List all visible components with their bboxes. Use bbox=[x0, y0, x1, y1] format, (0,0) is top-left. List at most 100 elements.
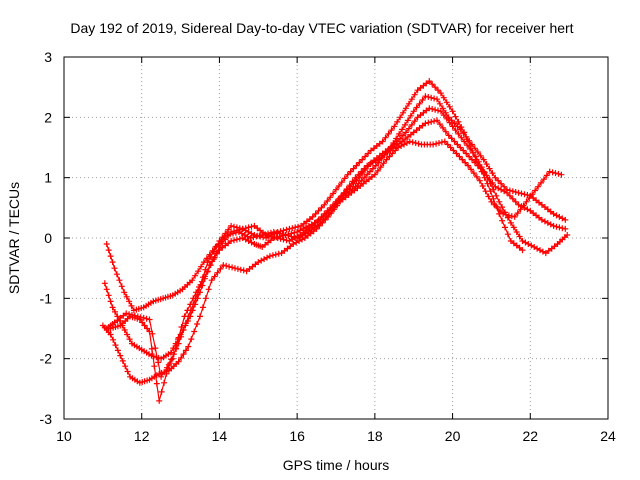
data-point bbox=[409, 139, 416, 146]
data-point bbox=[327, 204, 334, 211]
data-point bbox=[316, 222, 323, 229]
data-point bbox=[442, 128, 449, 135]
data-point bbox=[101, 280, 108, 287]
data-point bbox=[208, 277, 215, 284]
data-point bbox=[222, 230, 229, 237]
data-point bbox=[233, 224, 240, 231]
data-point bbox=[391, 141, 398, 148]
data-point bbox=[455, 118, 462, 125]
data-point bbox=[153, 380, 160, 387]
data-point bbox=[504, 231, 511, 238]
data-point bbox=[555, 170, 562, 177]
data-point bbox=[436, 100, 443, 107]
data-point bbox=[513, 229, 520, 235]
data-point bbox=[430, 141, 437, 148]
series-line bbox=[106, 107, 568, 378]
data-point bbox=[367, 168, 373, 175]
data-point bbox=[274, 229, 281, 235]
data-point bbox=[219, 234, 226, 241]
data-point bbox=[122, 363, 129, 370]
x-tick-label: 20 bbox=[445, 428, 461, 444]
data-point bbox=[468, 166, 474, 173]
data-point bbox=[562, 216, 569, 223]
data-point bbox=[461, 129, 468, 136]
data-point bbox=[438, 139, 445, 146]
data-point bbox=[435, 107, 441, 114]
y-tick-label: 2 bbox=[44, 109, 52, 125]
data-point bbox=[422, 93, 429, 100]
data-point bbox=[425, 94, 432, 100]
data-point bbox=[283, 226, 290, 233]
data-point bbox=[126, 336, 133, 343]
data-point bbox=[464, 136, 471, 143]
series-track-d bbox=[103, 105, 571, 380]
data-point bbox=[148, 345, 155, 352]
data-point bbox=[330, 201, 337, 208]
data-point bbox=[118, 283, 125, 290]
data-point bbox=[452, 127, 459, 134]
data-point bbox=[492, 174, 499, 181]
data-point bbox=[274, 235, 281, 241]
x-axis-label: GPS time / hours bbox=[283, 457, 390, 473]
data-point bbox=[377, 164, 384, 171]
data-series bbox=[99, 78, 571, 404]
y-tick-label: 1 bbox=[44, 170, 52, 186]
data-point bbox=[521, 191, 528, 198]
data-point bbox=[266, 253, 273, 260]
data-point bbox=[362, 167, 369, 174]
data-point bbox=[185, 343, 192, 350]
data-point bbox=[286, 225, 293, 232]
data-point bbox=[113, 271, 120, 278]
data-point bbox=[496, 198, 503, 205]
data-point bbox=[415, 140, 422, 147]
data-point bbox=[117, 352, 124, 359]
data-point bbox=[434, 96, 440, 103]
data-point bbox=[473, 173, 480, 180]
data-point bbox=[432, 84, 439, 91]
data-point bbox=[315, 216, 322, 223]
grid-lines bbox=[64, 57, 608, 419]
data-point bbox=[467, 143, 474, 149]
data-point bbox=[379, 138, 386, 145]
data-point bbox=[443, 115, 450, 122]
data-point bbox=[411, 118, 418, 125]
data-point bbox=[312, 219, 319, 226]
data-point bbox=[520, 202, 527, 209]
data-point bbox=[182, 320, 189, 327]
data-point bbox=[518, 190, 525, 197]
data-point bbox=[143, 315, 150, 322]
data-point bbox=[152, 345, 159, 352]
x-tick-label: 16 bbox=[289, 428, 305, 444]
data-point bbox=[165, 361, 172, 368]
y-tick-label: 0 bbox=[44, 230, 52, 246]
data-point bbox=[452, 113, 459, 120]
data-point bbox=[402, 105, 409, 112]
data-point bbox=[515, 189, 522, 196]
data-point bbox=[509, 195, 516, 202]
data-point bbox=[404, 117, 411, 124]
data-point bbox=[437, 108, 444, 115]
data-point bbox=[203, 255, 210, 262]
data-point bbox=[556, 224, 563, 231]
data-point bbox=[451, 138, 458, 145]
data-point bbox=[111, 265, 118, 272]
data-point bbox=[493, 192, 500, 199]
data-point bbox=[477, 152, 484, 159]
data-point bbox=[431, 118, 438, 125]
data-point bbox=[472, 156, 479, 163]
data-point bbox=[123, 293, 130, 300]
data-point bbox=[216, 238, 223, 244]
data-point bbox=[158, 373, 165, 380]
data-point bbox=[312, 210, 319, 217]
data-point bbox=[277, 228, 284, 235]
data-point bbox=[399, 126, 406, 133]
data-point bbox=[269, 252, 276, 259]
data-point bbox=[512, 198, 519, 205]
data-point bbox=[514, 210, 521, 217]
data-point bbox=[324, 198, 331, 204]
data-point bbox=[187, 307, 194, 314]
data-point bbox=[155, 359, 162, 366]
data-point bbox=[517, 206, 524, 213]
data-point bbox=[190, 301, 197, 308]
x-tick-label: 14 bbox=[212, 428, 228, 444]
